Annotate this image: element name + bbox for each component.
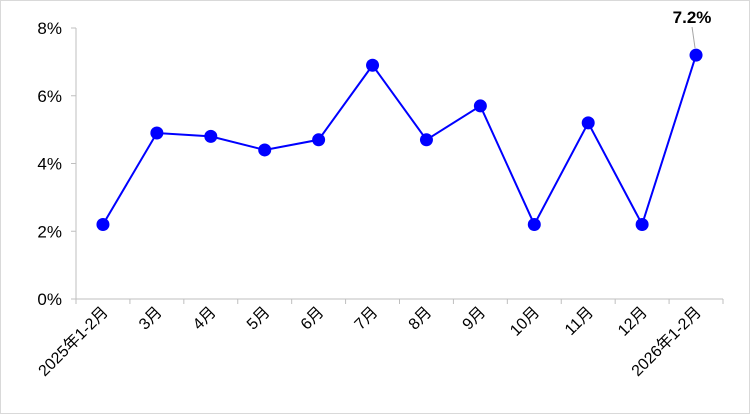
data-point: [258, 143, 272, 157]
x-tick-label: 11月: [562, 304, 597, 339]
y-tick-label: 4%: [37, 155, 62, 174]
x-tick-label: 9月: [460, 304, 490, 334]
data-point: [581, 116, 595, 130]
y-tick-label: 2%: [37, 222, 62, 241]
data-point: [473, 99, 487, 113]
y-tick-label: 8%: [37, 19, 62, 38]
x-tick-label: 5月: [244, 304, 274, 334]
y-tick-label: 6%: [37, 87, 62, 106]
data-point: [312, 133, 326, 147]
x-tick-label: 6月: [298, 304, 328, 334]
x-tick-label: 10月: [507, 304, 543, 340]
x-tick-label: 8月: [406, 304, 436, 334]
data-label-leader: [691, 26, 696, 49]
x-tick-label: 4月: [190, 304, 220, 334]
x-tick-label: 2025年1-2月: [35, 303, 112, 380]
data-point: [419, 133, 433, 147]
data-point: [96, 217, 110, 231]
data-point: [527, 217, 541, 231]
y-tick-label: 0%: [37, 290, 62, 309]
x-tick-label: 7月: [352, 304, 382, 334]
data-point: [204, 129, 218, 143]
data-point: [366, 58, 380, 72]
data-point: [150, 126, 164, 140]
data-point: [635, 217, 649, 231]
x-tick-label: 3月: [136, 304, 166, 334]
data-point: [689, 48, 703, 62]
data-label: 7.2%: [673, 8, 712, 27]
series-line: [102, 54, 697, 228]
x-tick-label: 12月: [615, 304, 651, 340]
